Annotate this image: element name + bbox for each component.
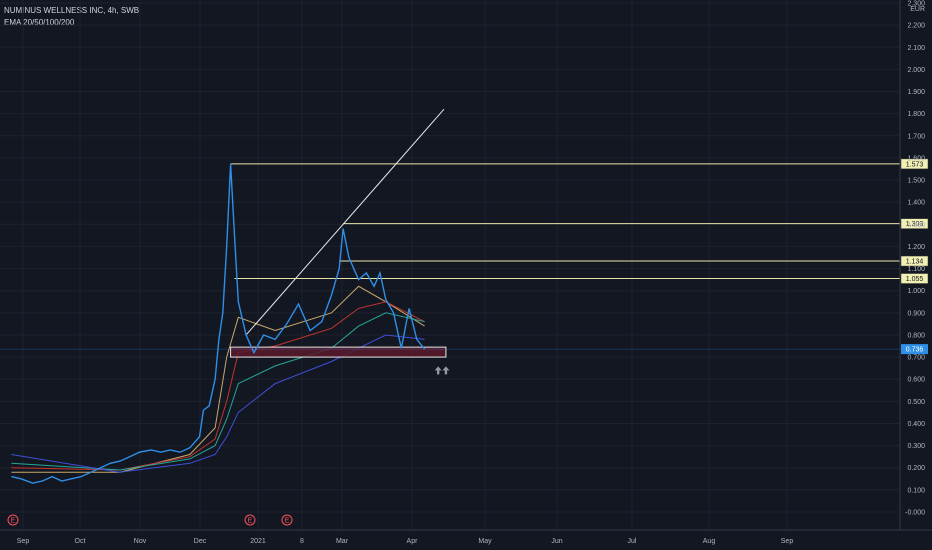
earnings-icon xyxy=(281,514,293,526)
trendline xyxy=(245,108,445,336)
marker-group: 0.736 E E E xyxy=(0,344,928,526)
ema-line-3 xyxy=(11,312,425,471)
earnings-icon-label: E xyxy=(285,518,290,525)
price-line xyxy=(11,163,426,484)
x-axis: Sep Oct Nov Dec 2021 8 Mar Apr May Jun Jul Aug Sep xyxy=(0,529,932,545)
x-tick-label: Sep xyxy=(17,538,30,545)
y-tick-label: 1.000 xyxy=(907,288,925,295)
ema-line-2 xyxy=(11,301,425,471)
support-zone-group xyxy=(230,346,447,358)
current-price-label: 0.736 xyxy=(906,347,924,354)
y-axis: 2.300 2.200 2.100 2.000 1.900 1.800 1.700 1.600… xyxy=(899,0,925,530)
x-tick-label: Sep xyxy=(781,538,794,545)
y-tick-label: 0.300 xyxy=(907,443,925,450)
level-badge xyxy=(900,255,929,267)
y-tick-label: 1.100 xyxy=(907,266,925,273)
y-tick-label: 0.700 xyxy=(907,355,925,362)
x-tick-label: Oct xyxy=(75,538,86,545)
y-tick-label: -0.000 xyxy=(905,510,925,517)
level-badge-label: 1.055 xyxy=(906,276,924,283)
level-badge-label: 1.573 xyxy=(906,161,924,168)
up-arrow-icon xyxy=(442,366,450,375)
y-tick-label: 1.500 xyxy=(907,178,925,185)
x-tick-label: May xyxy=(478,538,492,545)
y-tick-label: 0.800 xyxy=(907,332,925,339)
y-tick-label: 1.800 xyxy=(907,111,925,118)
earnings-icon xyxy=(7,514,19,526)
y-tick-label: 0.500 xyxy=(907,399,925,406)
earnings-icon-label: E xyxy=(248,518,253,525)
support-zone xyxy=(230,346,447,358)
y-tick-label: 2.100 xyxy=(907,45,925,52)
y-tick-label: 2.200 xyxy=(907,23,925,30)
currency-label: EUR xyxy=(910,6,925,13)
up-arrow-icon xyxy=(434,366,442,375)
x-tick-label: Nov xyxy=(134,538,147,545)
y-tick-label: 0.400 xyxy=(907,421,925,428)
x-tick-label: 8 xyxy=(300,538,304,545)
level-badge xyxy=(900,158,929,170)
y-tick-label: 0.100 xyxy=(907,487,925,494)
trendline-group xyxy=(245,108,445,336)
x-tick-label: Apr xyxy=(407,538,419,545)
grid-lines xyxy=(0,0,900,530)
price-line-group xyxy=(11,163,426,484)
x-tick-label: Mar xyxy=(336,538,349,545)
y-tick-label: 0.200 xyxy=(907,465,925,472)
x-tick-label: Jul xyxy=(628,538,637,545)
ema-line-1 xyxy=(11,285,425,473)
level-badge xyxy=(900,218,929,229)
symbol-title: NUMINUS WELLNESS INC, 4h, SWB xyxy=(4,6,140,15)
x-tick-label: Jun xyxy=(551,538,562,545)
x-tick-label: Dec xyxy=(194,538,207,545)
level-badge-label: 1.303 xyxy=(906,221,924,228)
indicator-legend: EMA 20/50/100/200 xyxy=(4,18,75,27)
earnings-icon-label: E xyxy=(11,518,16,525)
y-tick-label: 2.000 xyxy=(907,67,925,74)
y-tick-label: 1.900 xyxy=(907,89,925,96)
level-lines: 1.573 1.303 1.134 1.055 xyxy=(230,158,929,284)
earnings-icon xyxy=(244,514,256,526)
y-tick-label: 0.900 xyxy=(907,310,925,317)
y-tick-label: 2.300 xyxy=(907,1,925,8)
y-tick-label: 1.400 xyxy=(907,200,925,207)
current-price-badge xyxy=(901,344,928,355)
x-tick-label: Aug xyxy=(703,538,716,545)
y-tick-label: 1.700 xyxy=(907,133,925,140)
y-tick-label: 1.300 xyxy=(907,222,925,229)
y-tick-label: 0.600 xyxy=(907,377,925,384)
level-badge xyxy=(900,273,929,284)
x-tick-label: 2021 xyxy=(250,538,266,545)
level-badge-label: 1.134 xyxy=(906,259,924,266)
y-tick-label: 1.200 xyxy=(907,244,925,251)
y-tick-label: 1.600 xyxy=(907,155,925,162)
ema-line-4 xyxy=(11,334,425,473)
